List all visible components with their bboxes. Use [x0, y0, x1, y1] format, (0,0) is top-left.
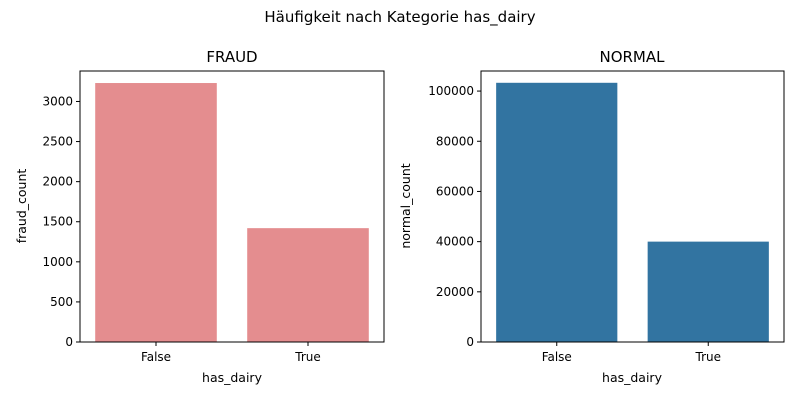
bar-false: [496, 82, 618, 342]
x-tick-label: True: [695, 350, 722, 364]
chart-title: FRAUD: [206, 48, 257, 66]
y-tick-label: 60000: [436, 184, 474, 198]
x-tick-label: True: [294, 350, 321, 364]
y-tick-label: 1000: [42, 255, 73, 269]
y-axis-label: normal_count: [398, 163, 413, 248]
x-axis-label: has_dairy: [202, 370, 263, 385]
chart-fraud: FRAUD fraud_count has_dairy 0 500 1000 1500…: [14, 48, 385, 385]
y-tick-label: 2500: [42, 135, 73, 149]
y-tick-label: 1500: [42, 215, 73, 229]
y-axis: 0 20000 40000 60000 80000 100000: [428, 84, 481, 349]
y-tick-label: 40000: [436, 235, 474, 249]
y-axis-label: fraud_count: [14, 169, 29, 244]
bar-true: [247, 228, 369, 342]
bar-true: [647, 241, 769, 342]
chart-normal: NORMAL normal_count has_dairy 0 20000 4000…: [398, 48, 785, 385]
x-axis: False True: [542, 342, 721, 364]
chart-title: NORMAL: [599, 48, 665, 66]
x-axis-label: has_dairy: [602, 370, 663, 385]
y-tick-label: 2000: [42, 175, 73, 189]
y-tick-label: 0: [65, 335, 73, 349]
y-tick-label: 80000: [436, 134, 474, 148]
y-tick-label: 3000: [42, 94, 73, 108]
y-tick-label: 500: [50, 295, 73, 309]
plot-frame: [79, 70, 385, 343]
y-tick-label: 20000: [436, 285, 474, 299]
x-axis: False True: [141, 342, 321, 364]
x-tick-label: False: [542, 350, 572, 364]
x-tick-label: False: [141, 350, 171, 364]
y-tick-label: 100000: [428, 84, 474, 98]
y-tick-label: 0: [466, 335, 474, 349]
bar-false: [95, 83, 217, 343]
plot-frame: [480, 70, 785, 343]
y-axis: 0 500 1000 1500 2000 2500 3000: [42, 94, 80, 349]
figure-suptitle: Häufigkeit nach Kategorie has_dairy: [264, 8, 535, 27]
bar-series: [95, 83, 369, 343]
bar-series: [496, 82, 769, 342]
